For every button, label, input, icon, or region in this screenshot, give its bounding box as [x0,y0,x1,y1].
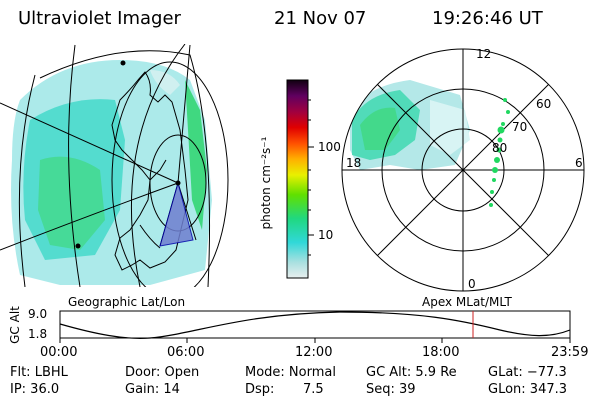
altitude-tick-1-8: 1.8 [28,327,48,341]
time-label: 19:26:46 UT [432,8,543,29]
colorbar-tick-100: 100 [318,140,341,154]
instrument-title: Ultraviolet Imager [18,8,181,29]
mlt-label-6: 6 [575,156,583,170]
lat-label-60: 60 [536,97,552,111]
mode-status: Mode: Normal [245,365,336,380]
mlt-label-18: 18 [346,156,362,170]
altitude-plot-frame [59,310,571,339]
dsp-status-value: 7.5 [303,382,324,397]
polar-map [350,80,470,170]
geo-plot-caption: Geographic Lat/Lon [68,295,186,309]
mlt-label-12: 12 [476,47,492,61]
time-tick-2359: 23:59 [551,345,589,360]
dsp-status-label: Dsp: [245,382,275,397]
footprint-dots [489,98,510,207]
time-tick-1200: 12:00 [295,345,333,360]
time-tick-0000: 00:00 [40,345,78,360]
geographic-map [0,44,229,287]
seq-status: Seq: 39 [366,382,416,397]
date-label: 21 Nov 07 [274,8,367,29]
gain-status: Gain: 14 [125,382,180,397]
polar-plot-caption: Apex MLat/MLT [422,295,512,309]
time-tick-1800: 18:00 [422,345,460,360]
door-status: Door: Open [125,365,200,380]
colorbar-tick-10: 10 [318,228,334,242]
gc-alt-status: GC Alt: 5.9 Re [366,365,457,380]
lat-label-70: 70 [512,120,528,134]
filter-status: Flt: LBHL [10,365,68,380]
colorbar [286,79,309,279]
colorbar-unit-label: photon cm⁻²s⁻¹ [259,136,273,230]
time-tick-0600: 06:00 [167,345,205,360]
glat-status: GLat: −77.3 [488,365,567,380]
glon-status: GLon: 347.3 [488,382,568,397]
ip-status: IP: 36.0 [10,382,60,397]
altitude-axis-label: GC Alt [8,306,22,344]
altitude-tick-9: 9.0 [28,307,48,321]
lat-label-80: 80 [492,141,508,155]
altitude-curve [59,311,571,339]
mlt-label-0: 0 [468,277,476,291]
